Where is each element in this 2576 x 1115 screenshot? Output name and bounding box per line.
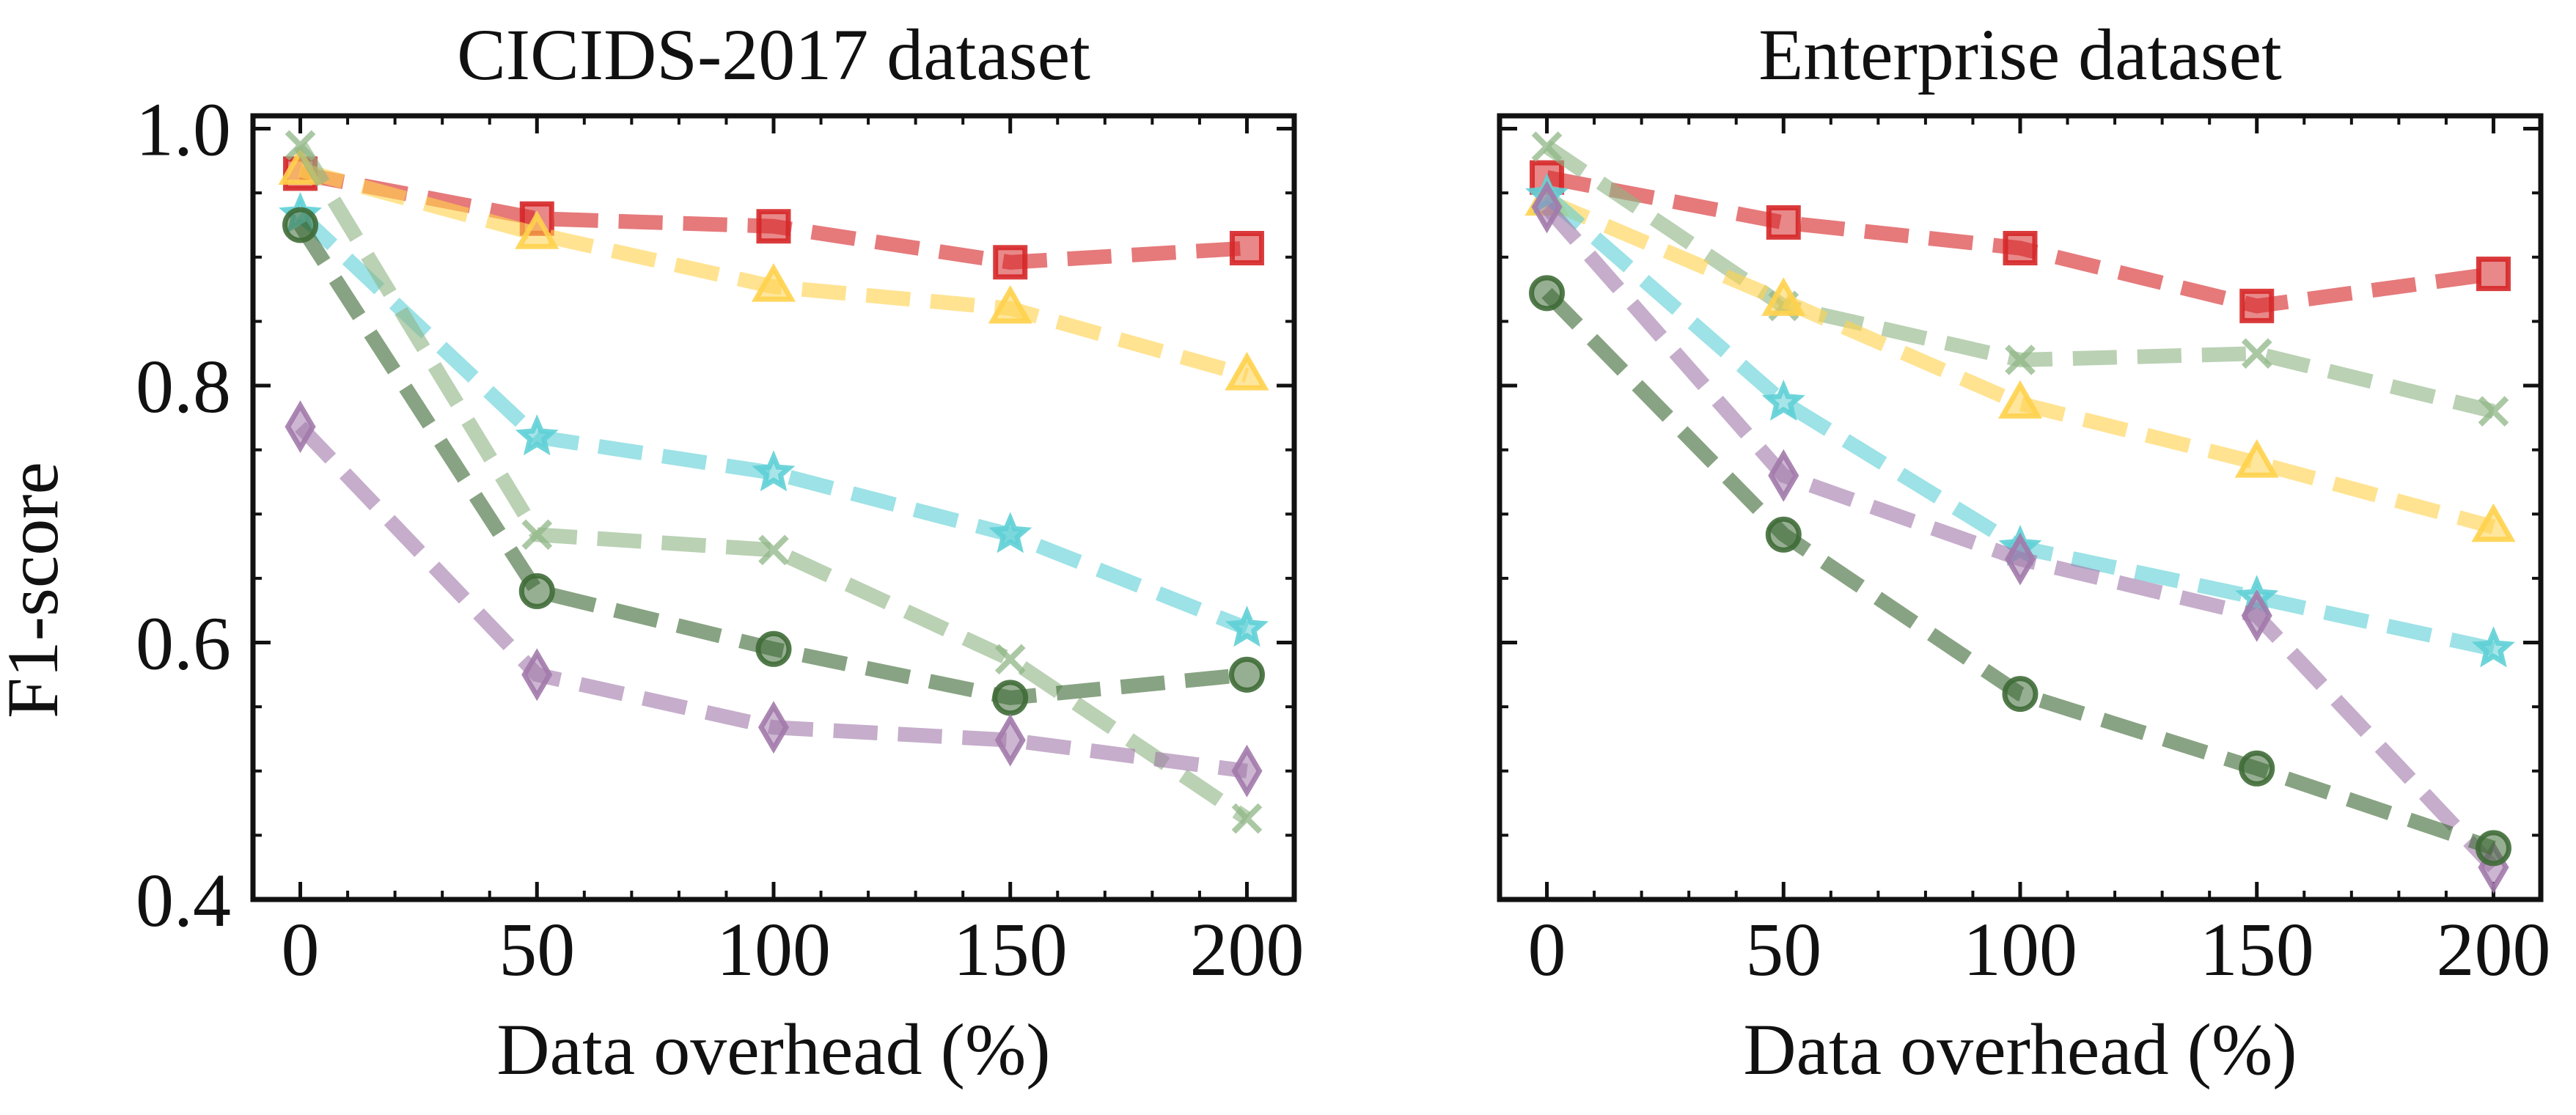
data-point	[2239, 750, 2275, 787]
x-tick-label: 0	[282, 908, 320, 992]
data-point	[2475, 830, 2511, 866]
x-axis-label: Data overhead (%)	[1743, 1009, 2297, 1090]
panel-enterprise: Enterprise dataset Data overhead (%) 0 50 10…	[1497, 14, 2550, 1090]
data-point	[2241, 589, 2272, 642]
data-point	[1768, 449, 1799, 502]
data-point	[988, 284, 1032, 324]
data-point	[1231, 744, 1263, 798]
y-tick-label: 0.6	[136, 602, 231, 686]
y-tick-label: 1.0	[136, 88, 231, 172]
x-tick-label: 100	[716, 908, 831, 992]
data-point	[1229, 231, 1264, 266]
axes-frame	[250, 113, 1297, 902]
data-point	[521, 648, 553, 702]
series-triangle	[278, 146, 1269, 391]
series-x	[285, 130, 1263, 834]
data-point	[2239, 288, 2275, 323]
plot-area	[278, 130, 1269, 834]
data-point	[2002, 676, 2039, 713]
data-point	[1531, 180, 1563, 234]
data-point	[758, 534, 789, 566]
series-circle	[282, 207, 1265, 716]
data-point	[988, 512, 1032, 553]
series-diamond	[1531, 180, 2509, 894]
data-point	[515, 414, 559, 456]
data-point	[518, 573, 555, 609]
x-axis-label: Data overhead (%)	[496, 1009, 1050, 1090]
x-tick-label: 0	[1528, 908, 1566, 992]
data-point	[2005, 345, 2036, 375]
series-square	[283, 156, 1264, 280]
plot-area	[1524, 131, 2516, 894]
x-tick-label: 150	[2200, 908, 2314, 992]
data-point	[757, 701, 790, 754]
x-tick-label: 50	[499, 908, 575, 992]
x-tick-label: 100	[1963, 908, 2077, 992]
series-line	[1544, 194, 2496, 534]
data-point	[1531, 131, 1563, 162]
data-point	[2476, 257, 2511, 292]
x-tick-label: 150	[953, 908, 1068, 992]
data-point	[1225, 606, 1269, 647]
data-point	[756, 209, 791, 244]
data-point	[521, 519, 553, 551]
data-point	[752, 450, 796, 492]
data-point	[1761, 379, 1805, 421]
data-point	[1231, 803, 1263, 834]
x-tick-label: 50	[1745, 908, 1821, 992]
data-point	[1765, 516, 1802, 553]
axes-frame	[1497, 113, 2544, 902]
series-line	[293, 141, 1252, 825]
data-point	[994, 713, 1026, 767]
data-point	[285, 130, 316, 161]
data-point	[1997, 380, 2043, 419]
x-tick-label: 200	[2436, 908, 2550, 992]
data-point	[2241, 338, 2272, 369]
data-point	[1766, 205, 1801, 240]
data-point	[2234, 439, 2279, 478]
chart-title: Enterprise dataset	[1758, 14, 2282, 95]
data-point	[992, 680, 1029, 716]
data-point	[1228, 656, 1265, 693]
data-point	[994, 644, 1026, 675]
data-point	[285, 400, 316, 454]
data-point	[755, 630, 792, 667]
data-point	[2003, 231, 2038, 266]
data-point	[2471, 503, 2516, 542]
data-point	[2471, 626, 2515, 668]
series-circle	[1529, 275, 2511, 866]
data-point	[2478, 396, 2509, 427]
data-point	[751, 263, 796, 302]
series-line	[295, 209, 1250, 636]
data-point	[515, 210, 559, 249]
data-point	[1761, 277, 1806, 316]
data-point	[993, 245, 1028, 280]
data-point	[1225, 351, 1269, 391]
chart-title: CICIDS-2017 dataset	[457, 14, 1090, 95]
series-diamond	[285, 400, 1263, 798]
y-axis-label: F1-score	[0, 462, 73, 718]
panel-cicids: CICIDS-2017 dataset Data overhead (%) 0 50 1…	[136, 14, 1304, 1090]
data-point	[1529, 275, 1566, 312]
y-tick-label: 0.4	[136, 858, 231, 943]
series-square	[1530, 160, 2511, 323]
x-tick-label: 200	[1189, 908, 1304, 992]
data-point	[282, 207, 319, 243]
y-tick-label: 0.8	[136, 345, 231, 429]
data-point	[2004, 532, 2036, 586]
